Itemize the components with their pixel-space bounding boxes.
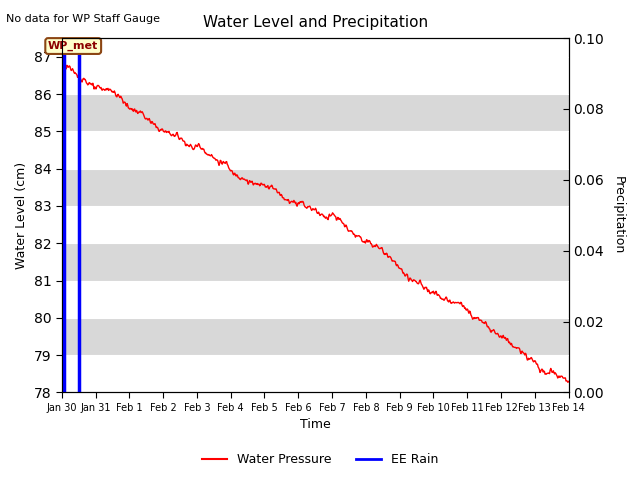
Legend: Water Pressure, EE Rain: Water Pressure, EE Rain: [196, 448, 444, 471]
Text: No data for WP Staff Gauge: No data for WP Staff Gauge: [6, 14, 161, 24]
Text: WP_met: WP_met: [48, 41, 99, 51]
Bar: [61, 94, 568, 132]
Bar: [61, 168, 568, 206]
X-axis label: Time: Time: [300, 419, 330, 432]
Bar: [61, 243, 568, 280]
Title: Water Level and Precipitation: Water Level and Precipitation: [203, 15, 428, 30]
Bar: [61, 206, 568, 243]
Bar: [61, 318, 568, 355]
Y-axis label: Precipitation: Precipitation: [612, 176, 625, 254]
Bar: [61, 355, 568, 393]
Bar: [61, 280, 568, 318]
Bar: [61, 57, 568, 94]
Y-axis label: Water Level (cm): Water Level (cm): [15, 162, 28, 269]
Bar: [61, 132, 568, 168]
